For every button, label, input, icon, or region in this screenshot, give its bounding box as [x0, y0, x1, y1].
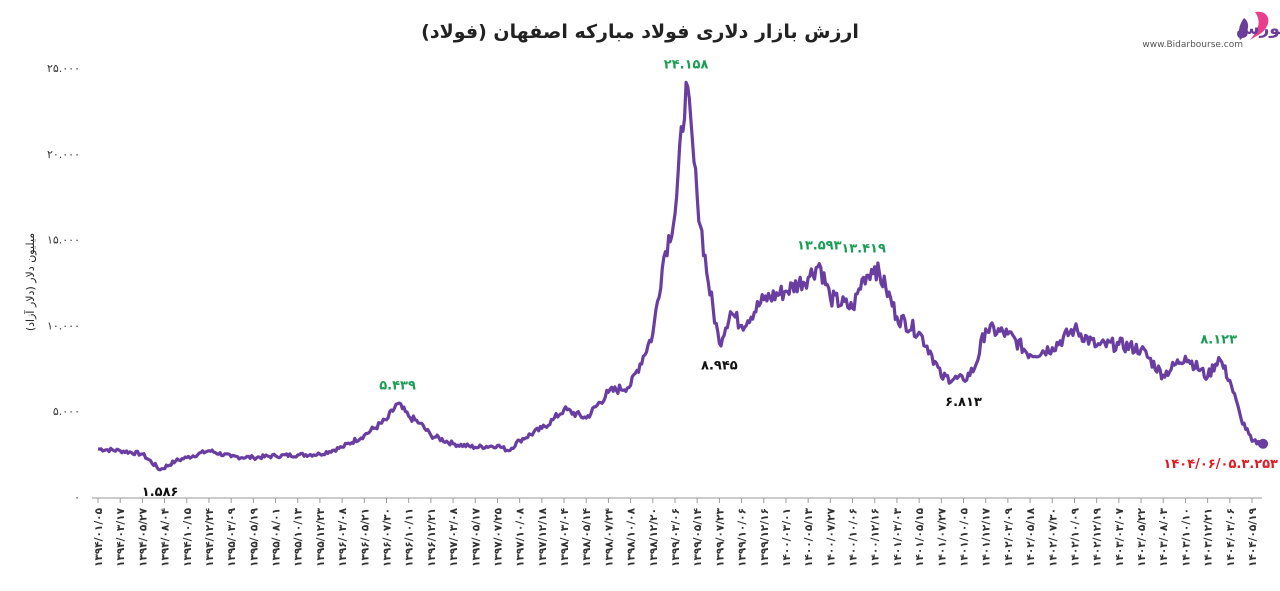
x-tick-label: ۱۴۰۳/۱۰/۱۰ — [1180, 508, 1192, 567]
x-tick-label: ۱۳۹۷/۰۵/۱۷ — [470, 507, 482, 567]
x-tick-label: ۱۴۰۱/۰۷/۲۷ — [936, 507, 948, 567]
chart-title: ارزش بازار دلاری فولاد مبارکه اصفهان (فو… — [421, 21, 859, 43]
x-tick-label: ۱۳۹۸/۱۲/۲۰ — [648, 508, 660, 567]
series-end-marker — [1258, 438, 1269, 449]
x-tick-label: ۱۳۹۷/۱۰/۰۸ — [515, 507, 527, 567]
x-tick-label: ۱۴۰۰/۱۰/۰۶ — [848, 508, 860, 567]
brand-url: www.Bidarbourse.com — [1142, 40, 1243, 50]
x-tick-label: ۱۴۰۰/۱۲/۱۶ — [870, 508, 882, 567]
annotation-layer: ۱.۵۸۶ ۵.۴۳۹ ۲۴.۱۵۸ ۸.۹۴۵ ۱۳.۵۹۳ ۱۳.۴۱۹ ۶.۸۱۳ ۸.… — [142, 57, 1278, 499]
x-tick-label: ۱۳۹۸/۱۰/۰۸ — [626, 507, 638, 567]
brand-logo: بیدار بورس www.Bidarbourse.com — [1142, 11, 1280, 50]
x-tick-label: ۱۴۰۱/۰۳/۰۳ — [892, 507, 904, 567]
x-tick-label: ۱۳۹۶/۰۵/۲۱ — [359, 508, 371, 567]
x-tick-label: ۱۴۰۳/۰۵/۲۲ — [1136, 507, 1148, 567]
y-tick-label: ۲۵.۰۰۰ — [47, 62, 80, 75]
x-tick-label: ۱۳۹۷/۰۳/۰۸ — [448, 507, 460, 567]
x-tick-label: ۱۳۹۸/۰۳/۰۴ — [559, 507, 571, 567]
y-tick-label: ۰ — [74, 491, 80, 504]
x-tick-label: ۱۳۹۴/۰۱/۰۵ — [93, 507, 105, 567]
x-tick-label: ۱۳۹۹/۱۲/۱۶ — [759, 508, 771, 567]
x-tick-label: ۱۳۹۴/۱۲/۲۴ — [204, 507, 216, 567]
x-tick-label: ۱۳۹۹/۱۰/۰۶ — [737, 508, 749, 567]
x-tick-label: ۱۳۹۴/۰۳/۱۷ — [115, 507, 127, 567]
y-tick-label: ۵.۰۰۰ — [53, 405, 80, 418]
y-tick-label: ۲۰.۰۰۰ — [47, 148, 80, 161]
brand-name: بیدار بورس — [1236, 19, 1280, 39]
data-label: ۲۴.۱۵۸ — [664, 57, 709, 72]
x-tick-label: ۱۴۰۱/۱۲/۱۷ — [981, 507, 993, 567]
x-tick-label: ۱۴۰۲/۰۷/۳۰ — [1047, 508, 1059, 567]
x-tick-label: ۱۴۰۳/۱۲/۲۱ — [1203, 508, 1215, 567]
x-tick-label: ۱۴۰۲/۱۲/۱۹ — [1092, 507, 1104, 567]
x-tick-label: ۱۴۰۲/۰۳/۰۹ — [1003, 507, 1015, 567]
x-tick-label: ۱۳۹۵/۱۲/۲۳ — [315, 507, 327, 567]
x-tick-label: ۱۳۹۴/۱۰/۱۵ — [182, 507, 194, 567]
x-tick-label: ۱۴۰۱/۰۵/۱۵ — [914, 507, 926, 567]
x-tick-label: ۱۳۹۹/۰۵/۱۴ — [692, 507, 704, 567]
x-tick-label: ۱۴۰۰/۰۳/۰۱ — [781, 508, 793, 567]
x-tick-label: ۱۴۰۲/۰۵/۱۸ — [1025, 507, 1037, 567]
data-label: ۱۳.۵۹۳ — [797, 239, 842, 254]
y-axis-ticks: ۰ ۵.۰۰۰ ۱۰.۰۰۰ ۱۵.۰۰۰ ۲۰.۰۰۰ ۲۵.۰۰۰ — [47, 62, 80, 504]
series-line — [97, 80, 1264, 472]
x-tick-label: ۱۴۰۲/۱۰/۰۹ — [1069, 507, 1081, 567]
x-tick-label: ۱۳۹۷/۱۲/۱۸ — [537, 507, 549, 567]
x-tick-label: ۱۳۹۹/۰۷/۲۳ — [714, 507, 726, 567]
x-tick-label: ۱۴۰۳/۰۸/۰۳ — [1158, 507, 1170, 567]
x-tick-label: ۱۳۹۸/۰۷/۲۴ — [603, 507, 615, 567]
y-tick-label: ۱۵.۰۰۰ — [47, 234, 80, 247]
brand-mark-icon-2 — [1238, 18, 1249, 40]
brand-mark-icon — [1250, 11, 1269, 40]
x-tick-label: ۱۳۹۹/۰۳/۰۶ — [670, 508, 682, 567]
x-tick-label: ۱۳۹۵/۰۳/۰۹ — [226, 507, 238, 567]
x-tick-label: ۱۳۹۵/۰۵/۱۹ — [248, 507, 260, 567]
x-tick-label: ۱۴۰۱/۱۰/۰۵ — [959, 507, 971, 567]
data-label: ۶.۸۱۳ — [945, 395, 982, 410]
x-tick-label: ۱۴۰۰/۰۵/۱۳ — [803, 507, 815, 567]
x-tick-label: ۱۳۹۶/۱۰/۱۱ — [404, 508, 416, 567]
x-tick-label: ۱۳۹۴/۰۵/۲۷ — [137, 507, 149, 567]
data-label: ۱.۵۸۶ — [142, 485, 179, 500]
y-axis-label: میلیون دلار (دلار آزاد) — [23, 233, 37, 331]
series-layer — [97, 80, 1269, 472]
x-tick-label: ۱۳۹۷/۰۷/۲۵ — [492, 507, 504, 567]
x-tick-label: ۱۳۹۵/۱۰/۱۳ — [293, 507, 305, 567]
x-axis-ticks: ۱۳۹۴/۰۱/۰۵ ۱۳۹۴/۰۳/۱۷ ۱۳۹۴/۰۵/۲۷ ۱۳۹۴/۰۸/۰۴… — [93, 498, 1259, 567]
data-label: ۱۳.۴۱۹ — [841, 242, 886, 257]
x-tick-label: ۱۴۰۳/۰۳/۰۷ — [1114, 507, 1126, 567]
x-tick-label: ۱۴۰۴/۰۵/۱۹ — [1247, 507, 1259, 567]
data-label: ۸.۱۲۳ — [1200, 333, 1237, 348]
x-tick-label: ۱۳۹۶/۱۲/۲۱ — [426, 508, 438, 567]
x-tick-label: ۱۳۹۴/۰۸/۰۴ — [160, 507, 172, 567]
data-label: ۵.۴۳۹ — [379, 379, 416, 394]
x-tick-label: ۱۳۹۵/۰۸/۰۱ — [271, 508, 283, 567]
x-tick-label: ۱۳۹۸/۰۵/۱۴ — [581, 507, 593, 567]
data-label: ۸.۹۴۵ — [701, 359, 738, 374]
x-tick-label: ۱۴۰۰/۰۷/۲۷ — [825, 507, 837, 567]
data-label: ۱۴۰۴/۰۶/۰۵.۳.۲۵۳ — [1163, 457, 1278, 472]
x-tick-label: ۱۳۹۶/۰۳/۰۸ — [337, 507, 349, 567]
x-tick-label: ۱۴۰۴/۰۳/۰۶ — [1225, 508, 1237, 567]
x-tick-label: ۱۳۹۶/۰۷/۳۰ — [382, 508, 394, 567]
y-tick-label: ۱۰.۰۰۰ — [47, 319, 80, 332]
